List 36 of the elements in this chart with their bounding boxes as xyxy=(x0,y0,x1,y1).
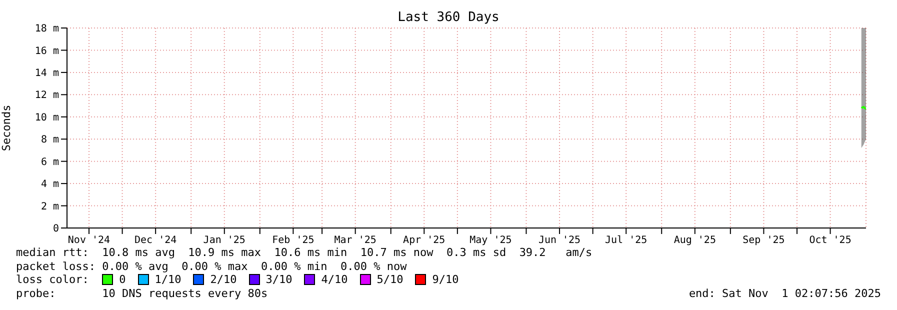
x-tick-label: Mar '25 xyxy=(334,235,376,246)
text: median rtt: 10.8 ms avg 10.9 ms max 10.6 ms min 10.7 ms now 0.3 ms sd 39.2 am/s xyxy=(16,246,594,260)
x-tick-label: Oct '25 xyxy=(809,235,852,246)
y-tick-label: 4 m xyxy=(40,179,59,190)
y-tick-label: 0 xyxy=(52,224,59,235)
legend-label: 3/10 xyxy=(266,273,292,286)
legend-label: 9/10 xyxy=(432,273,459,286)
y-axis-title: Seconds xyxy=(0,104,13,152)
y-tick-label: 8 m xyxy=(40,134,59,146)
y-tick-label: 12 m xyxy=(34,90,59,102)
x-tick-label: May '25 xyxy=(470,235,512,246)
legend-title: loss color: xyxy=(16,273,90,286)
legend-label: 0 xyxy=(119,273,126,286)
legend-label: 5/10 xyxy=(376,273,404,286)
x-tick-label: Jun '25 xyxy=(538,235,581,246)
x-tick-label: Jan '25 xyxy=(203,235,246,246)
y-tick-label: 2 m xyxy=(40,201,59,212)
text: packet loss: 0.00 % avg 0.00 % max 0.00 % min 0.00 % now xyxy=(16,260,408,273)
x-tick-label: Nov '24 xyxy=(68,235,110,246)
legend-label: 2/10 xyxy=(210,273,237,286)
x-tick-label: Apr '25 xyxy=(403,235,446,246)
x-tick-label: Jul '25 xyxy=(605,235,648,246)
y-tick-label: 16 m xyxy=(34,46,59,57)
text: probe: 10 DNS requests every 80s xyxy=(16,286,268,300)
y-tick-label: 6 m xyxy=(40,156,59,168)
y-tick-label: 18 m xyxy=(34,24,59,35)
legend-label: 1/10 xyxy=(154,273,182,286)
x-tick-label: Feb '25 xyxy=(272,235,314,246)
chart-title: Last 360 Days xyxy=(396,10,500,25)
text: end: Sat Nov 1 02:07:56 2025 xyxy=(688,286,881,300)
x-tick-label: Dec '24 xyxy=(134,235,177,246)
y-tick-label: 10 m xyxy=(34,112,59,124)
y-tick-label: 14 m xyxy=(34,68,59,79)
legend-label: 4/10 xyxy=(321,273,348,286)
x-tick-label: Sep '25 xyxy=(742,235,785,246)
x-tick-label: Aug '25 xyxy=(674,235,716,246)
